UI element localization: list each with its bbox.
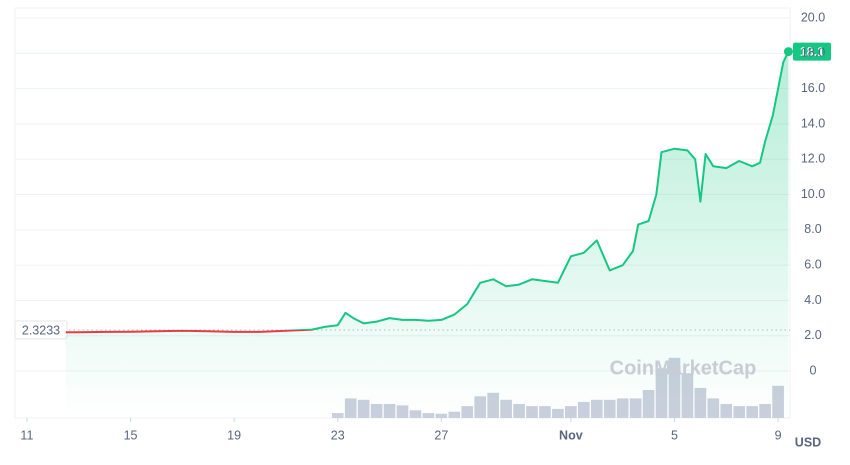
price-area — [65, 51, 789, 418]
x-tick-label: 5 — [671, 428, 678, 442]
watermark: CoinMarketCap — [610, 357, 757, 379]
y-tick-label: 10.0 — [801, 187, 825, 201]
y-tick-label: 4.0 — [804, 293, 821, 307]
y-tick-label: 16.0 — [801, 81, 825, 95]
y-tick-label: 14.0 — [801, 116, 825, 130]
x-tick-label: Nov — [559, 428, 583, 442]
x-tick-label: 19 — [227, 428, 241, 442]
price-line — [65, 51, 790, 334]
x-tick-label: 23 — [331, 428, 345, 442]
y-tick-label: 2.0 — [804, 328, 821, 342]
y-tick-label: 8.0 — [804, 222, 821, 236]
x-tick-label: 15 — [124, 428, 138, 442]
last-point — [783, 47, 793, 57]
x-tick-label: 27 — [434, 428, 448, 442]
last-value-badge — [793, 42, 831, 61]
y-tick-label: 6.0 — [804, 257, 821, 271]
y-tick-label: 12.0 — [801, 152, 825, 166]
last-value-label: 18.1 — [800, 45, 824, 59]
reference-label: 2.3233 — [22, 323, 60, 337]
reference-badge — [14, 320, 68, 340]
x-tick-label: 9 — [775, 428, 782, 442]
y-tick-label: 0 — [810, 363, 817, 377]
y-tick-label: 18.0 — [801, 46, 825, 60]
y-tick-label: 20.0 — [801, 10, 825, 24]
x-tick-label: 11 — [20, 428, 33, 442]
unit-label: USD — [795, 435, 821, 449]
